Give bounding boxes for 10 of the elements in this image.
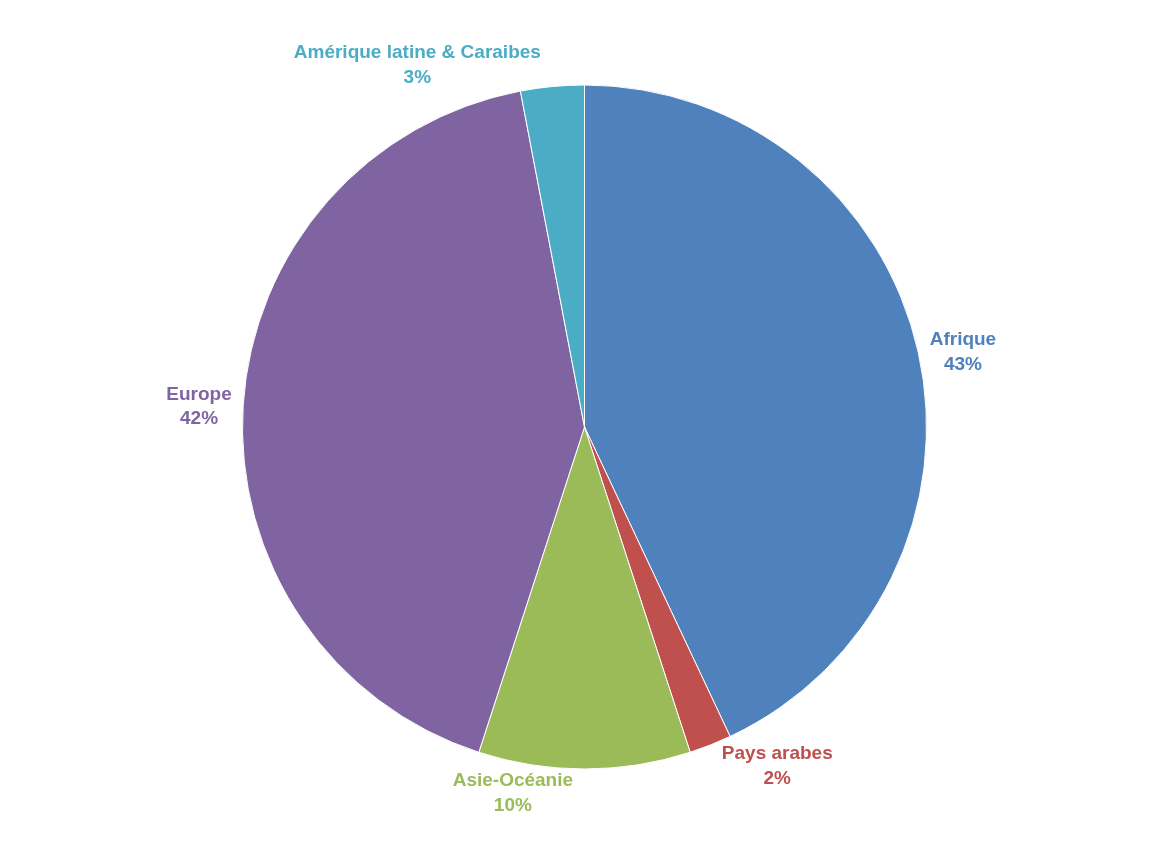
slice-label: Amérique latine & Caraibes	[293, 41, 541, 63]
slice-label: Europe	[166, 382, 232, 404]
slice-label: Pays arabes	[721, 741, 833, 763]
data-label: 3%	[403, 65, 432, 87]
data-label: 43%	[943, 353, 983, 375]
data-label: 42%	[180, 407, 219, 429]
slice-label: Asie-Océanie	[452, 769, 574, 790]
data-label: 10%	[493, 793, 532, 815]
data-label: 2%	[763, 766, 792, 788]
slice-label: Afrique	[929, 328, 997, 350]
